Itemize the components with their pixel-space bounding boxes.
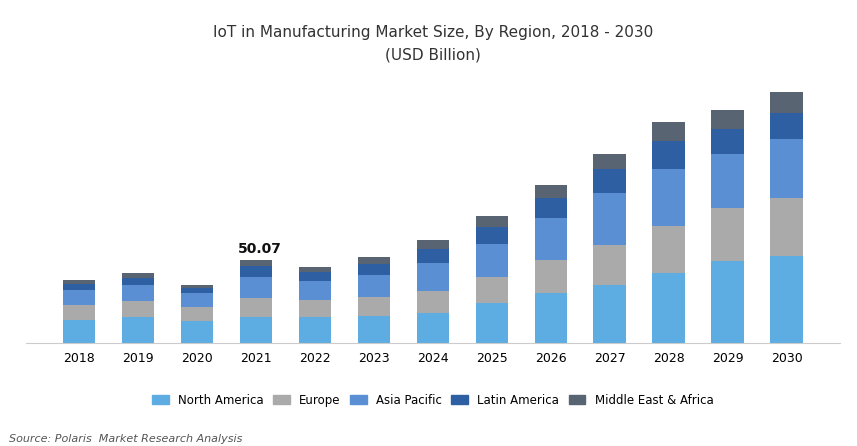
Bar bbox=[298, 267, 331, 273]
Bar bbox=[594, 245, 626, 285]
Bar bbox=[476, 244, 508, 277]
Bar bbox=[63, 320, 95, 343]
Bar bbox=[122, 301, 154, 318]
Bar bbox=[357, 275, 390, 297]
Bar bbox=[240, 317, 272, 343]
Bar bbox=[357, 297, 390, 316]
Bar bbox=[240, 260, 272, 266]
Bar bbox=[417, 313, 449, 343]
Bar bbox=[476, 303, 508, 343]
Bar bbox=[417, 263, 449, 291]
Bar bbox=[535, 218, 567, 260]
Bar bbox=[417, 249, 449, 263]
Bar bbox=[417, 240, 449, 249]
Bar bbox=[181, 293, 213, 307]
Bar bbox=[298, 318, 331, 343]
Bar bbox=[298, 300, 331, 318]
Bar bbox=[240, 298, 272, 317]
Bar bbox=[417, 291, 449, 313]
Bar bbox=[711, 129, 744, 154]
Bar bbox=[122, 285, 154, 301]
Bar bbox=[476, 216, 508, 227]
Bar bbox=[770, 112, 803, 139]
Bar bbox=[652, 226, 685, 273]
Bar bbox=[594, 169, 626, 193]
Bar bbox=[594, 153, 626, 169]
Bar bbox=[711, 110, 744, 129]
Bar bbox=[711, 208, 744, 261]
Bar bbox=[357, 257, 390, 264]
Bar bbox=[652, 273, 685, 343]
Bar bbox=[594, 193, 626, 245]
Bar bbox=[652, 169, 685, 226]
Bar bbox=[63, 305, 95, 320]
Bar bbox=[594, 285, 626, 343]
Bar bbox=[535, 198, 567, 218]
Bar bbox=[357, 264, 390, 275]
Bar bbox=[240, 266, 272, 277]
Bar bbox=[476, 227, 508, 244]
Text: 50.07: 50.07 bbox=[238, 242, 282, 256]
Bar bbox=[181, 321, 213, 343]
Bar bbox=[770, 256, 803, 343]
Bar bbox=[63, 290, 95, 305]
Bar bbox=[711, 261, 744, 343]
Bar bbox=[122, 273, 154, 278]
Bar bbox=[770, 139, 803, 198]
Bar bbox=[181, 307, 213, 321]
Text: Source: Polaris  Market Research Analysis: Source: Polaris Market Research Analysis bbox=[9, 434, 242, 444]
Bar bbox=[63, 280, 95, 284]
Bar bbox=[535, 260, 567, 293]
Bar bbox=[652, 122, 685, 141]
Bar bbox=[298, 273, 331, 281]
Bar bbox=[652, 141, 685, 169]
Bar bbox=[770, 92, 803, 112]
Bar bbox=[63, 284, 95, 290]
Bar bbox=[181, 285, 213, 288]
Bar bbox=[122, 278, 154, 285]
Bar bbox=[476, 277, 508, 303]
Legend: North America, Europe, Asia Pacific, Latin America, Middle East & Africa: North America, Europe, Asia Pacific, Lat… bbox=[147, 388, 719, 413]
Title: IoT in Manufacturing Market Size, By Region, 2018 - 2030
(USD Billion): IoT in Manufacturing Market Size, By Reg… bbox=[213, 25, 653, 62]
Bar bbox=[240, 277, 272, 298]
Bar bbox=[122, 318, 154, 343]
Bar bbox=[535, 293, 567, 343]
Bar bbox=[535, 185, 567, 198]
Bar bbox=[711, 154, 744, 208]
Bar bbox=[181, 288, 213, 293]
Bar bbox=[770, 198, 803, 256]
Bar bbox=[357, 316, 390, 343]
Bar bbox=[298, 281, 331, 300]
